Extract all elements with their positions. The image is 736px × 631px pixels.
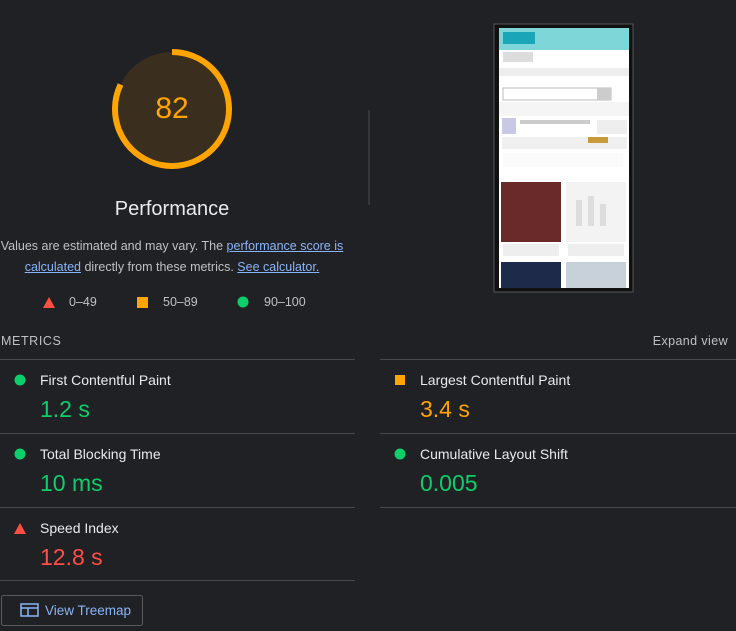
metric-value: 0.005: [420, 470, 478, 496]
metric-value: 10 ms: [40, 470, 103, 496]
legend-icon: [237, 296, 249, 308]
status-icon: [14, 523, 26, 534]
divider: [0, 580, 355, 581]
metric-name: Speed Index: [40, 520, 119, 536]
metric-name: First Contentful Paint: [40, 372, 171, 388]
divider: [380, 433, 736, 434]
divider: [380, 359, 736, 360]
legend-icon: [43, 297, 55, 308]
legend-icon: [137, 297, 148, 308]
metric-value: 3.4 s: [420, 396, 470, 422]
metric-value: 12.8 s: [40, 544, 103, 570]
legend-label: 0–49: [69, 295, 97, 309]
description: Values are estimated and may vary. The p…: [0, 236, 344, 278]
treemap-button[interactable]: [1, 595, 143, 626]
metric-name: Largest Contentful Paint: [420, 372, 571, 388]
treemap-label[interactable]: View Treemap: [45, 603, 132, 618]
gauge-title: Performance: [114, 198, 230, 220]
metric-name: Cumulative Layout Shift: [420, 446, 568, 462]
expand-toggle[interactable]: Expand view: [652, 334, 728, 348]
gauge-bg: [115, 52, 229, 166]
status-icon: [14, 374, 26, 386]
legend-label: 50–89: [163, 295, 198, 309]
divider: [0, 359, 355, 360]
legend-label: 90–100: [264, 295, 306, 309]
gauge-arc: [112, 49, 232, 169]
divider: [380, 507, 736, 508]
page-thumbnail: [493, 23, 634, 293]
text: Values are estimated and may vary. The: [0, 239, 227, 253]
gauge-score: 82: [155, 92, 188, 125]
divider: [0, 433, 355, 434]
status-icon: [14, 448, 26, 460]
status-icon: [394, 448, 406, 460]
metrics-title: METRICS: [1, 334, 62, 348]
text: directly from these metrics.: [81, 260, 238, 274]
status-icon: [395, 375, 405, 385]
divider: [0, 507, 355, 508]
link[interactable]: performance score is calculated: [24, 239, 344, 274]
metric-name: Total Blocking Time: [40, 446, 161, 462]
link[interactable]: See calculator.: [237, 260, 320, 274]
metric-value: 1.2 s: [40, 396, 90, 422]
